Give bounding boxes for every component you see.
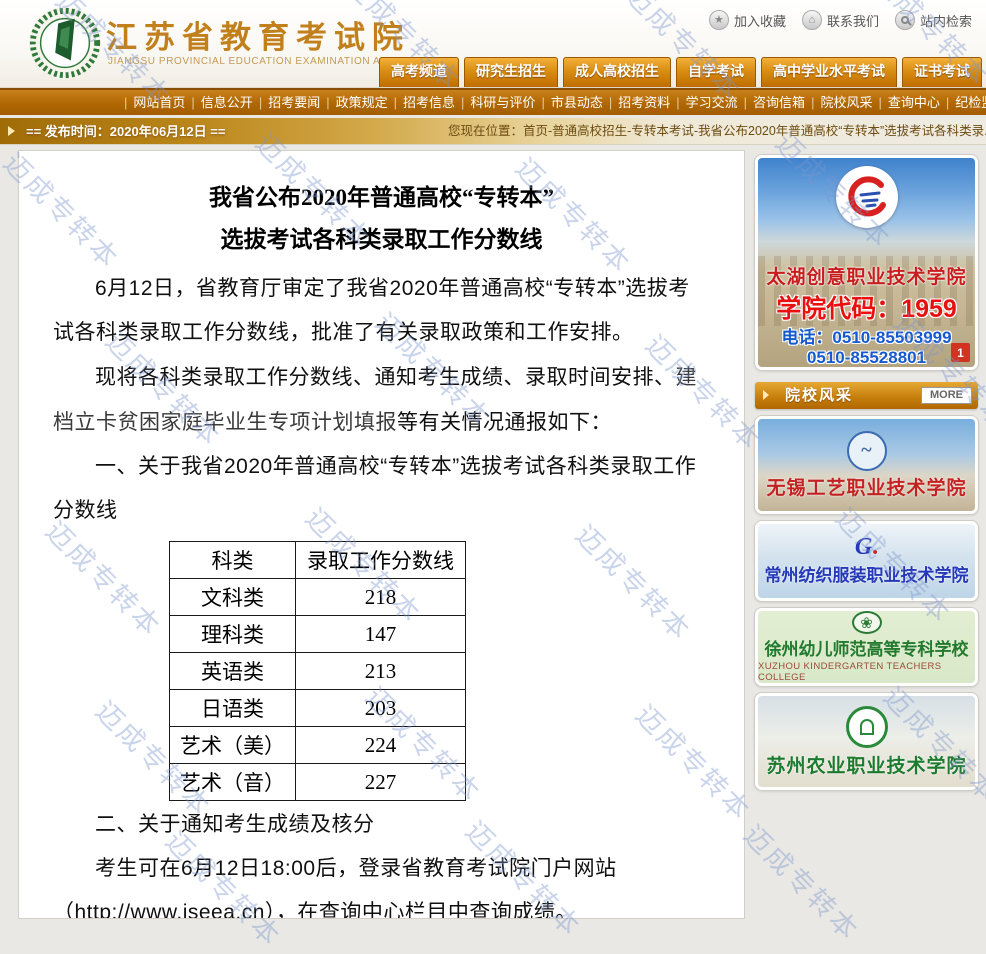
nav-item-exam-info[interactable]: 招考信息 bbox=[388, 90, 455, 115]
favorite-icon: ★ bbox=[708, 10, 729, 30]
college-name: 苏州农业职业技术学院 bbox=[766, 755, 967, 777]
tab-adult-college[interactable]: 成人高校招生 bbox=[563, 57, 671, 87]
section-heading-2: 二、关于通知考生成绩及核分 bbox=[95, 813, 375, 836]
favorite-link[interactable]: ★ 加入收藏 bbox=[708, 10, 786, 30]
table-header-row: 科类 录取工作分数线 bbox=[169, 541, 466, 579]
wuxi-college-logo-icon: ~ bbox=[846, 430, 887, 471]
banner-college-name: 太湖创意职业技术学院 bbox=[766, 267, 967, 288]
table-row: 日语类 203 bbox=[169, 689, 466, 727]
banner-phone-2: 0510-85528801 bbox=[806, 348, 927, 367]
more-button[interactable]: MORE bbox=[921, 387, 972, 404]
cell-category: 艺术（美） bbox=[169, 726, 296, 764]
search-label: 站内检索 bbox=[919, 13, 972, 29]
xuzhou-college-logo-icon: ❀ bbox=[851, 611, 882, 634]
nav-item-county-news[interactable]: 市县动态 bbox=[535, 90, 603, 115]
arrow-right-icon bbox=[8, 126, 15, 136]
contact-label: 联系我们 bbox=[826, 13, 879, 29]
section-heading-1: 一、关于我省2020年普通高校“专转本”选拔考试各科类录取工作分数线 bbox=[53, 455, 697, 522]
site-subtitle: JIANGSU PROVINCIAL EDUCATION EXAMINATION… bbox=[108, 56, 437, 67]
tab-self-study[interactable]: 自学考试 bbox=[676, 57, 756, 87]
col-header-category: 科类 bbox=[169, 541, 296, 579]
college-card-changzhou[interactable]: G. 常州纺织服装职业技术学院 bbox=[755, 521, 978, 601]
college-showcase-header: 院校风采 MORE bbox=[755, 382, 978, 409]
cell-category: 理科类 bbox=[169, 615, 296, 653]
college-card-wuxi[interactable]: ~ 无锡工艺职业技术学院 bbox=[755, 416, 978, 514]
cell-score: 227 bbox=[295, 763, 466, 801]
nav-item-query-center[interactable]: 查询中心 bbox=[872, 90, 940, 115]
tab-academic-level[interactable]: 高中学业水平考试 bbox=[761, 57, 897, 87]
nav-item-exam-materials[interactable]: 招考资料 bbox=[603, 90, 670, 115]
favorite-label: 加入收藏 bbox=[733, 13, 786, 29]
cell-category: 日语类 bbox=[169, 689, 296, 727]
college-name-english: XUZHOU KINDERGARTEN TEACHERS COLLEGE bbox=[758, 661, 942, 683]
college-card-suzhou[interactable]: 苏州农业职业技术学院 bbox=[755, 693, 978, 790]
article-title-line2: 选拔考试各科类录取工作分数线 bbox=[220, 227, 543, 252]
table-row: 文科类 218 bbox=[169, 578, 466, 616]
college-name: 常州纺织服装职业技术学院 bbox=[764, 566, 969, 585]
college-name: 徐州幼儿师范高等专科学校 bbox=[764, 640, 969, 659]
score-table: 科类 录取工作分数线 文科类 218 理科类 147 英语类 213 日语类 2… bbox=[169, 541, 466, 801]
col-header-score-line: 录取工作分数线 bbox=[295, 541, 466, 579]
site-title: 江苏省教育考试院 bbox=[106, 20, 410, 55]
banner-page-badge[interactable]: 1 bbox=[951, 343, 970, 362]
cell-score: 203 bbox=[295, 689, 466, 727]
cell-category: 艺术（音） bbox=[169, 763, 296, 801]
article-paragraph: 6月12日，省教育厅审定了我省2020年普通高校“专转本”选拔考试各科类录取工作… bbox=[53, 267, 710, 355]
college-ad-banner[interactable]: 太湖创意职业技术学院 学院代码：1959 电话：0510-85503999 05… bbox=[755, 155, 978, 370]
nav-item-learning[interactable]: 学习交流 bbox=[670, 90, 738, 115]
main-nav: 网站首页 信息公开 招考要闻 政策规定 招考信息 科研与评价 市县动态 招考资料… bbox=[0, 88, 986, 115]
article-title-line1: 我省公布2020年普通高校“专转本” bbox=[209, 185, 554, 210]
banner-college-code: 学院代码：1959 bbox=[776, 295, 957, 323]
contact-icon: ⌂ bbox=[801, 10, 822, 30]
banner-phone-1: 电话：0510-85503999 bbox=[781, 328, 952, 347]
nav-item-college-showcase[interactable]: 院校风采 bbox=[805, 90, 872, 115]
article-paragraph: 考生可在6月12日18:00后，登录省教育考试院门户网站（http://www.… bbox=[53, 847, 710, 919]
cell-score: 218 bbox=[295, 578, 466, 616]
cell-score: 224 bbox=[295, 726, 466, 764]
nav-item-info-disclosure[interactable]: 信息公开 bbox=[185, 90, 253, 115]
cell-category: 英语类 bbox=[169, 652, 296, 690]
cell-category: 文科类 bbox=[169, 578, 296, 616]
table-row: 艺术（音） 227 bbox=[169, 763, 466, 801]
meta-bar: == 发布时间：2020年06月12日 == 您现在位置：首页-普通高校招生-专… bbox=[0, 118, 986, 145]
nav-item-mailbox[interactable]: 咨询信箱 bbox=[738, 90, 805, 115]
changzhou-college-logo-icon: G. bbox=[854, 534, 879, 560]
paragraph-text: 等有关情况通报如下： bbox=[397, 411, 612, 434]
cell-score: 147 bbox=[295, 615, 466, 653]
nav-item-discipline-report[interactable]: 纪检监察投诉举报 bbox=[940, 90, 986, 115]
article-paragraph: 现将各科类录取工作分数线、通知考生成绩、录取时间安排、建档立卡贫困家庭毕业生专项… bbox=[53, 355, 710, 445]
table-row: 艺术（美） 224 bbox=[169, 726, 466, 764]
college-name: 无锡工艺职业技术学院 bbox=[766, 477, 967, 499]
site-header: 江苏省教育考试院 JIANGSU PROVINCIAL EDUCATION EX… bbox=[0, 0, 986, 88]
quick-links: ★ 加入收藏 ⌂ 联系我们 站内检索 bbox=[708, 10, 972, 30]
breadcrumb[interactable]: 您现在位置：首页-普通高校招生-专转本考试-我省公布2020年普通高校“专转本”… bbox=[448, 124, 986, 138]
site-search-link[interactable]: 站内检索 bbox=[894, 10, 972, 30]
tab-gaokao[interactable]: 高考频道 bbox=[379, 57, 459, 87]
search-icon bbox=[894, 10, 915, 30]
table-row: 英语类 213 bbox=[169, 652, 466, 690]
nav-item-exam-news[interactable]: 招考要闻 bbox=[253, 90, 320, 115]
suzhou-college-logo-icon bbox=[845, 705, 888, 748]
tab-graduate[interactable]: 研究生招生 bbox=[464, 57, 558, 87]
college-card-xuzhou[interactable]: ❀ 徐州幼儿师范高等专科学校 XUZHOU KINDERGARTEN TEACH… bbox=[755, 608, 978, 686]
paragraph-text: 现将各科类录取工作分数线、通知考生成绩、录取时间安排、 bbox=[95, 366, 676, 389]
nav-item-research[interactable]: 科研与评价 bbox=[455, 90, 535, 115]
article-panel: 我省公布2020年普通高校“专转本” 选拔考试各科类录取工作分数线 6月12日，… bbox=[18, 150, 745, 919]
table-row: 理科类 147 bbox=[169, 615, 466, 653]
tab-certificate[interactable]: 证书考试 bbox=[902, 57, 982, 87]
cell-score: 213 bbox=[295, 652, 466, 690]
publish-time: == 发布时间：2020年06月12日 == bbox=[26, 124, 226, 139]
watermark-text: 迈成专转本 bbox=[737, 819, 865, 947]
taihu-college-logo-icon bbox=[835, 166, 898, 228]
showcase-title: 院校风采 bbox=[785, 387, 854, 404]
nav-item-policies[interactable]: 政策规定 bbox=[320, 90, 388, 115]
arrow-right-icon bbox=[763, 390, 769, 400]
paragraph-text: 考生可在6月12日18:00后，登录省教育考试院门户网站（http://www.… bbox=[53, 857, 617, 919]
site-logo-icon bbox=[28, 6, 102, 80]
channel-tabs: 高考频道 研究生招生 成人高校招生 自学考试 高中学业水平考试 证书考试 bbox=[379, 57, 982, 87]
paragraph-text: 6月12日，省教育厅审定了我省2020年普通高校“专转本”选拔考试各科类录取工作… bbox=[53, 277, 690, 344]
highlighted-text: 建档立卡贫困家庭毕业生专项计划填报 bbox=[53, 365, 697, 434]
contact-link[interactable]: ⌂ 联系我们 bbox=[801, 10, 879, 30]
nav-item-home[interactable]: 网站首页 bbox=[118, 90, 185, 115]
